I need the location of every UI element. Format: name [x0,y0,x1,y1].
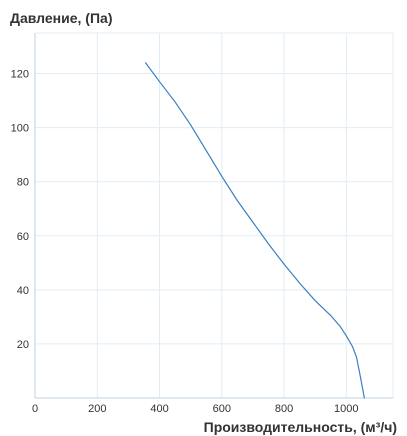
label-layer: 0 200 400 600 800 1000 20 40 60 80 100 120 [11,69,359,415]
axis-layer [34,33,393,399]
y-tick-label: 20 [17,339,29,351]
y-axis-title: Давление, (Па) [10,10,112,26]
grid-layer [35,32,394,398]
y-tick-label: 100 [11,123,29,135]
y-tick-label: 80 [17,177,29,189]
y-tick-label: 60 [17,231,29,243]
x-tick-label: 1000 [334,403,358,415]
x-tick-label: 400 [150,403,168,415]
x-tick-label: 800 [275,403,293,415]
y-tick-label: 120 [11,69,29,81]
series-line [144,62,365,399]
x-axis-title: Производительность, (м³/ч) [204,419,397,435]
y-tick-label: 40 [17,285,29,297]
x-tick-label: 200 [88,403,106,415]
x-tick-label: 600 [213,403,231,415]
x-tick-label: 0 [32,403,38,415]
series-layer [144,62,365,399]
